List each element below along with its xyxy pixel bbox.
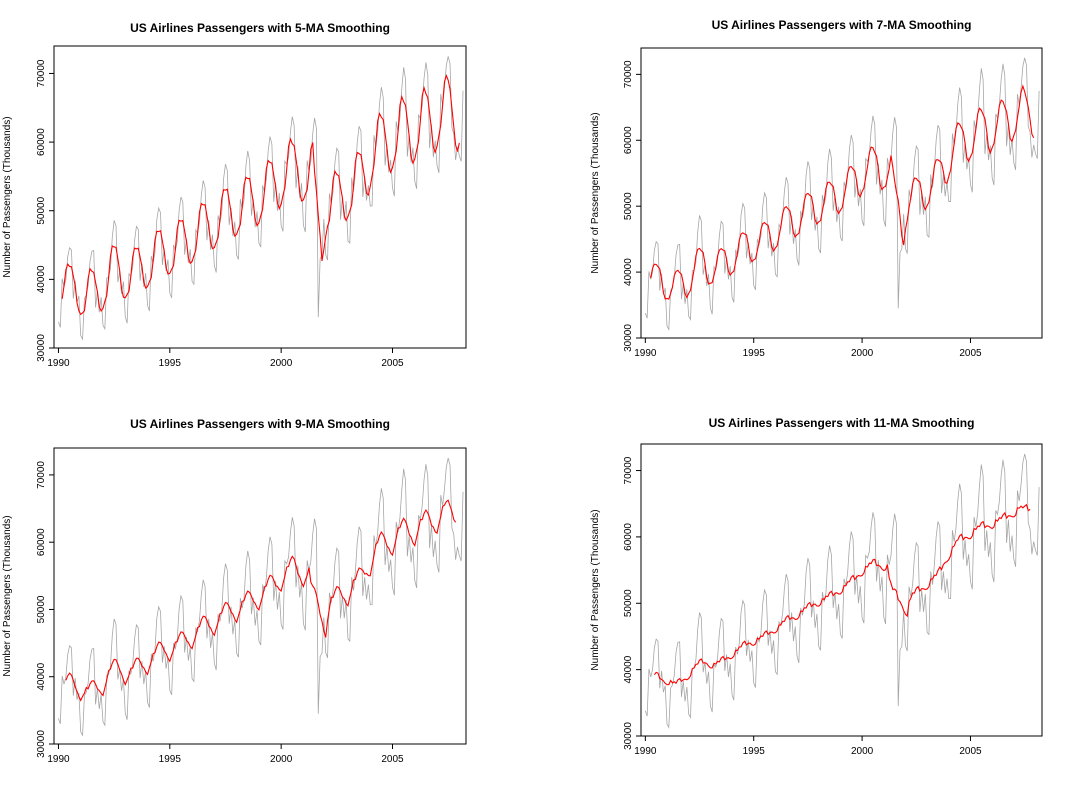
y-tick-label: 50000: [623, 589, 634, 617]
y-tick-label: 40000: [623, 258, 634, 286]
y-tick-label: 60000: [36, 528, 47, 556]
x-tick-label: 1995: [159, 358, 182, 369]
y-tick-label: 60000: [623, 126, 634, 154]
y-tick-label: 40000: [623, 655, 634, 683]
chart-panel-9ma: US Airlines Passengers with 9-MA Smoothi…: [2, 417, 467, 765]
y-tick-label: 50000: [36, 196, 47, 224]
chart-title: US Airlines Passengers with 9-MA Smoothi…: [130, 417, 390, 431]
x-tick-label: 2000: [851, 746, 874, 757]
y-tick-label: 60000: [36, 128, 47, 156]
x-tick-label: 2005: [381, 754, 404, 765]
x-tick-label: 1995: [743, 348, 766, 359]
y-tick-label: 30000: [623, 722, 634, 750]
chart-title: US Airlines Passengers with 5-MA Smoothi…: [130, 21, 390, 35]
chart-panel-5ma: US Airlines Passengers with 5-MA Smoothi…: [2, 21, 467, 369]
plot-frame: [53, 447, 467, 745]
chart-panel-11ma: US Airlines Passengers with 11-MA Smooth…: [590, 416, 1043, 757]
plot-frame: [640, 47, 1043, 339]
x-tick-label: 2000: [270, 358, 293, 369]
x-tick-label: 2000: [270, 754, 293, 765]
x-tick-label: 2005: [381, 358, 404, 369]
y-tick-label: 70000: [36, 59, 47, 87]
x-tick-label: 2005: [959, 746, 982, 757]
x-tick-label: 1990: [47, 358, 70, 369]
chart-title: US Airlines Passengers with 11-MA Smooth…: [709, 416, 975, 430]
raw-series-line: [58, 457, 464, 737]
chart-title: US Airlines Passengers with 7-MA Smoothi…: [712, 18, 972, 32]
x-tick-label: 1995: [159, 754, 182, 765]
moving-average-line: [65, 499, 457, 702]
y-axis-label: Number of Passengers (Thousands): [2, 515, 13, 676]
x-tick-label: 1990: [634, 348, 657, 359]
y-tick-label: 40000: [36, 265, 47, 293]
moving-average-line: [653, 503, 1031, 686]
y-tick-label: 30000: [36, 730, 47, 758]
x-tick-label: 2000: [851, 348, 874, 359]
y-tick-label: 70000: [36, 461, 47, 489]
y-tick-label: 70000: [623, 60, 634, 88]
y-tick-label: 30000: [36, 334, 47, 362]
y-tick-label: 30000: [623, 324, 634, 352]
y-tick-label: 40000: [36, 662, 47, 690]
moving-average-line: [650, 84, 1035, 300]
y-axis-label: Number of Passengers (Thousands): [590, 112, 601, 273]
x-tick-label: 1990: [634, 746, 657, 757]
raw-series-line: [58, 56, 464, 341]
y-tick-label: 50000: [623, 192, 634, 220]
y-tick-label: 50000: [36, 595, 47, 623]
y-axis-label: Number of Passengers (Thousands): [590, 509, 601, 670]
plot-frame: [53, 45, 467, 349]
x-tick-label: 1995: [743, 746, 766, 757]
moving-average-line: [61, 74, 460, 316]
y-tick-label: 70000: [623, 456, 634, 484]
chart-panel-7ma: US Airlines Passengers with 7-MA Smoothi…: [590, 18, 1043, 359]
raw-series-line: [644, 453, 1040, 729]
y-tick-label: 60000: [623, 523, 634, 551]
y-axis-label: Number of Passengers (Thousands): [2, 116, 13, 277]
x-tick-label: 2005: [959, 348, 982, 359]
x-tick-label: 1990: [47, 754, 70, 765]
plot-frame: [640, 443, 1043, 737]
